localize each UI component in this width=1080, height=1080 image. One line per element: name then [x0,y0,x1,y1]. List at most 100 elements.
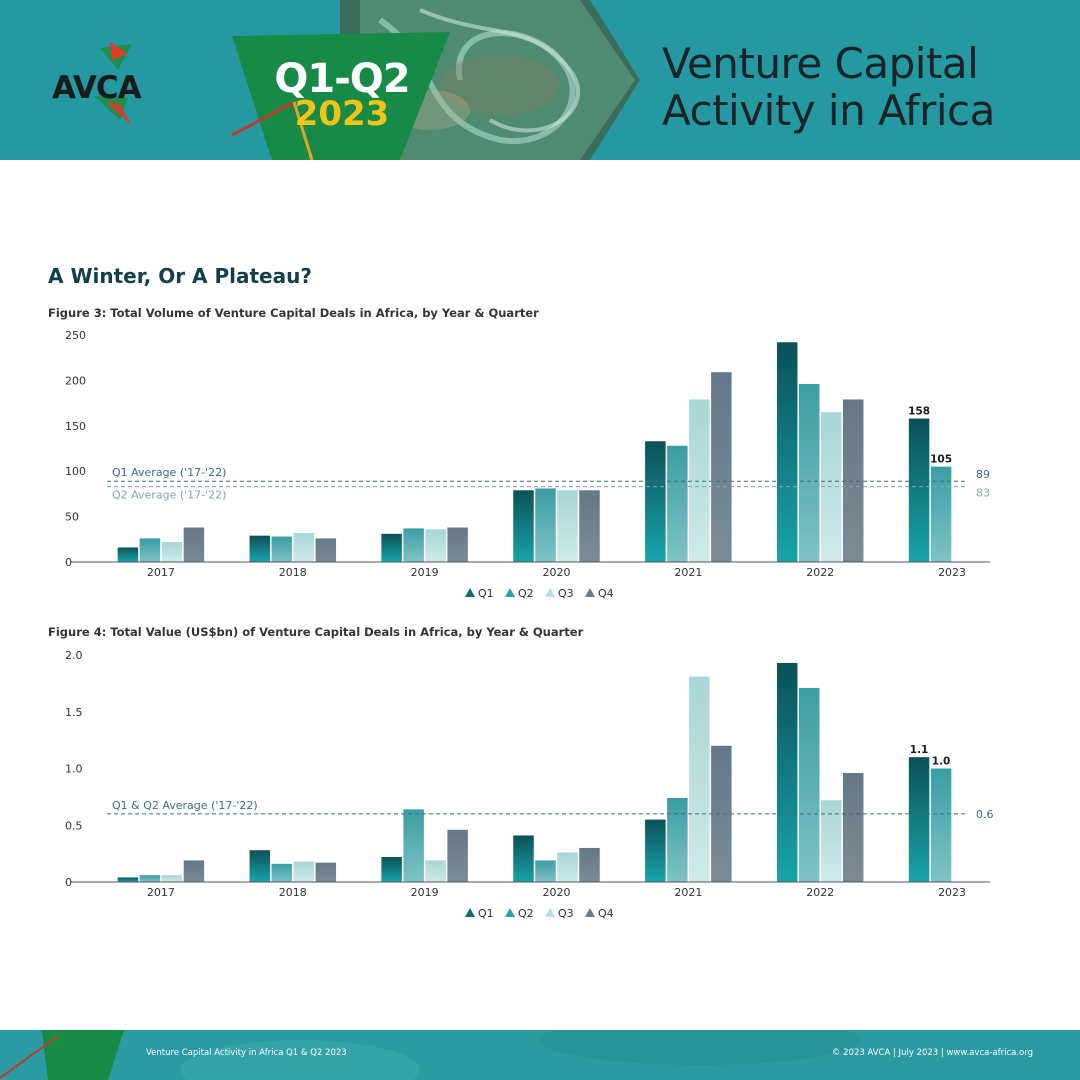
fig4-bar-Q4-2019 [447,829,468,882]
footer: Venture Capital Activity in Africa Q1 & … [0,1030,1080,1080]
fig3-bar-Q4-2017 [183,527,205,562]
fig3-bar-Q1-2019 [381,533,402,562]
fig3-data-label-0: 158 [908,406,930,418]
fig3-bar-Q2-2019 [403,528,424,562]
fig4-bar-Q2-2022 [798,687,820,882]
fig3-xtick-2023: 2023 [938,566,966,579]
fig3-bar-Q1-2021 [645,441,666,562]
badge-year: 2023 [294,94,390,134]
fig3-bar-Q3-2021 [689,399,710,562]
fig3-xtick-2021: 2021 [674,566,702,579]
fig4-bar-Q4-2022 [842,773,864,882]
figure-3-title: Figure 3: Total Volume of Venture Capita… [48,306,539,320]
avca-logo: AVCA [50,40,162,128]
report-title-line1: Venture Capital [662,39,979,88]
figure-4-chart: 00.51.01.52.01.11.0Q1 & Q2 Average ('17-… [65,649,994,920]
fig3-bar-Q3-2017 [161,542,183,562]
fig3-ytick-150: 150 [65,420,86,433]
fig4-data-label-1: 1.0 [932,756,951,768]
fig3-legend-marker-Q4 [585,588,595,597]
fig3-data-label-1: 105 [930,454,952,466]
fig3-legend-marker-Q1 [465,588,475,597]
fig3-bar-Q2-2021 [667,445,688,562]
fig3-ytick-250: 250 [65,329,86,342]
figure-3-chart: 0 50 100 150 200 250 158 105 Q1 Average ('17-'22… [65,329,990,600]
fig4-legend-marker-Q1 [465,908,475,917]
fig3-legend-label-Q4: Q4 [598,587,614,600]
fig3-ytick-200: 200 [65,374,86,387]
footer-report-name: Venture Capital Activity in Africa Q1 & … [146,1048,347,1058]
fig4-bar-Q3-2017 [161,875,183,882]
fig4-bar-Q1-2019 [381,857,402,882]
fig4-xtick-2018: 2018 [279,886,307,899]
logo-text: AVCA [52,70,142,106]
section-title: A Winter, Or A Plateau? [48,264,312,288]
period-badge: Q1-Q2 2023 [232,32,462,160]
fig3-ytick-100: 100 [65,465,86,478]
fig3-legend-label-Q1: Q1 [478,587,494,600]
fig4-bar-Q2-2018 [271,863,293,882]
fig3-ytick-0: 0 [65,556,72,569]
fig4-xtick-2021: 2021 [674,886,702,899]
fig3-bar-Q2-2017 [139,538,161,562]
fig4-bar-Q4-2017 [183,860,205,882]
fig4-bar-Q1-2021 [645,819,666,882]
fig3-legend-marker-Q2 [505,588,515,597]
fig4-bar-Q2-2017 [139,875,161,882]
fig4-ytick-0.5: 0.5 [65,819,83,832]
fig4-bar-Q1-2020 [513,835,534,882]
fig3-xtick-2018: 2018 [279,566,307,579]
fig3-bar-Q3-2019 [425,529,446,562]
fig4-bar-Q1-2023 [908,757,930,882]
fig3-bar-Q3-2018 [293,532,315,562]
fig4-legend-label-Q3: Q3 [558,907,574,920]
fig4-bar-Q3-2018 [293,861,315,882]
fig4-bar-Q4-2021 [711,745,732,882]
fig3-bar-Q4-2018 [315,538,337,562]
fig3-legend-label-Q2: Q2 [518,587,534,600]
figure-4-title: Figure 4: Total Value (US$bn) of Venture… [48,625,584,639]
fig4-bar-Q4-2018 [315,862,337,882]
fig4-bar-Q3-2022 [820,800,842,882]
fig3-bar-Q4-2022 [842,399,864,562]
fig3-bar-Q4-2021 [711,372,732,562]
fig4-bar-Q2-2019 [403,809,424,882]
badge-quarter: Q1-Q2 [274,56,410,102]
fig4-ref-label-0: Q1 & Q2 Average ('17-'22) [112,799,258,812]
fig3-xtick-2017: 2017 [147,566,175,579]
fig4-ytick-2.0: 2.0 [65,649,83,662]
fig3-bar-Q1-2023 [908,418,930,562]
fig4-legend-label-Q1: Q1 [478,907,494,920]
fig3-bar-Q4-2020 [579,490,600,562]
fig4-bar-Q1-2017 [117,877,139,882]
fig4-xtick-2023: 2023 [938,886,966,899]
fig3-legend-marker-Q3 [545,588,555,597]
fig4-xtick-2020: 2020 [543,886,571,899]
fig4-ytick-1.0: 1.0 [65,763,83,776]
header-banner: AVCA Q1-Q2 2023 Venture Capital Activity… [0,0,1080,160]
fig3-bar-Q2-2022 [798,384,820,562]
report-title: Venture Capital Activity in Africa [662,40,995,134]
fig4-xtick-2022: 2022 [806,886,834,899]
fig4-ytick-0: 0 [65,876,72,889]
fig4-xtick-2017: 2017 [147,886,175,899]
fig3-bar-Q1-2018 [249,535,271,562]
fig4-legend-label-Q2: Q2 [518,907,534,920]
fig4-ytick-1.5: 1.5 [65,706,83,719]
fig4-bar-Q1-2018 [249,850,271,882]
fig3-bar-Q1-2022 [776,342,798,562]
fig4-legend-label-Q4: Q4 [598,907,614,920]
fig4-legend-marker-Q3 [545,908,555,917]
fig3-ytick-50: 50 [65,511,79,524]
fig3-bar-Q1-2017 [117,547,139,562]
fig3-bar-Q4-2019 [447,527,468,562]
fig3-ref-value-0: 89 [976,468,990,481]
fig4-bar-Q2-2023 [930,768,952,882]
fig3-ref-value-1: 83 [976,487,990,500]
fig4-legend-marker-Q2 [505,908,515,917]
fig3-bar-Q2-2020 [535,488,556,562]
fig3-xtick-2022: 2022 [806,566,834,579]
fig3-ref-label-1: Q2 Average ('17-'22) [112,489,226,502]
fig4-ref-value-0: 0.6 [976,808,994,821]
fig4-bar-Q4-2020 [579,847,600,882]
